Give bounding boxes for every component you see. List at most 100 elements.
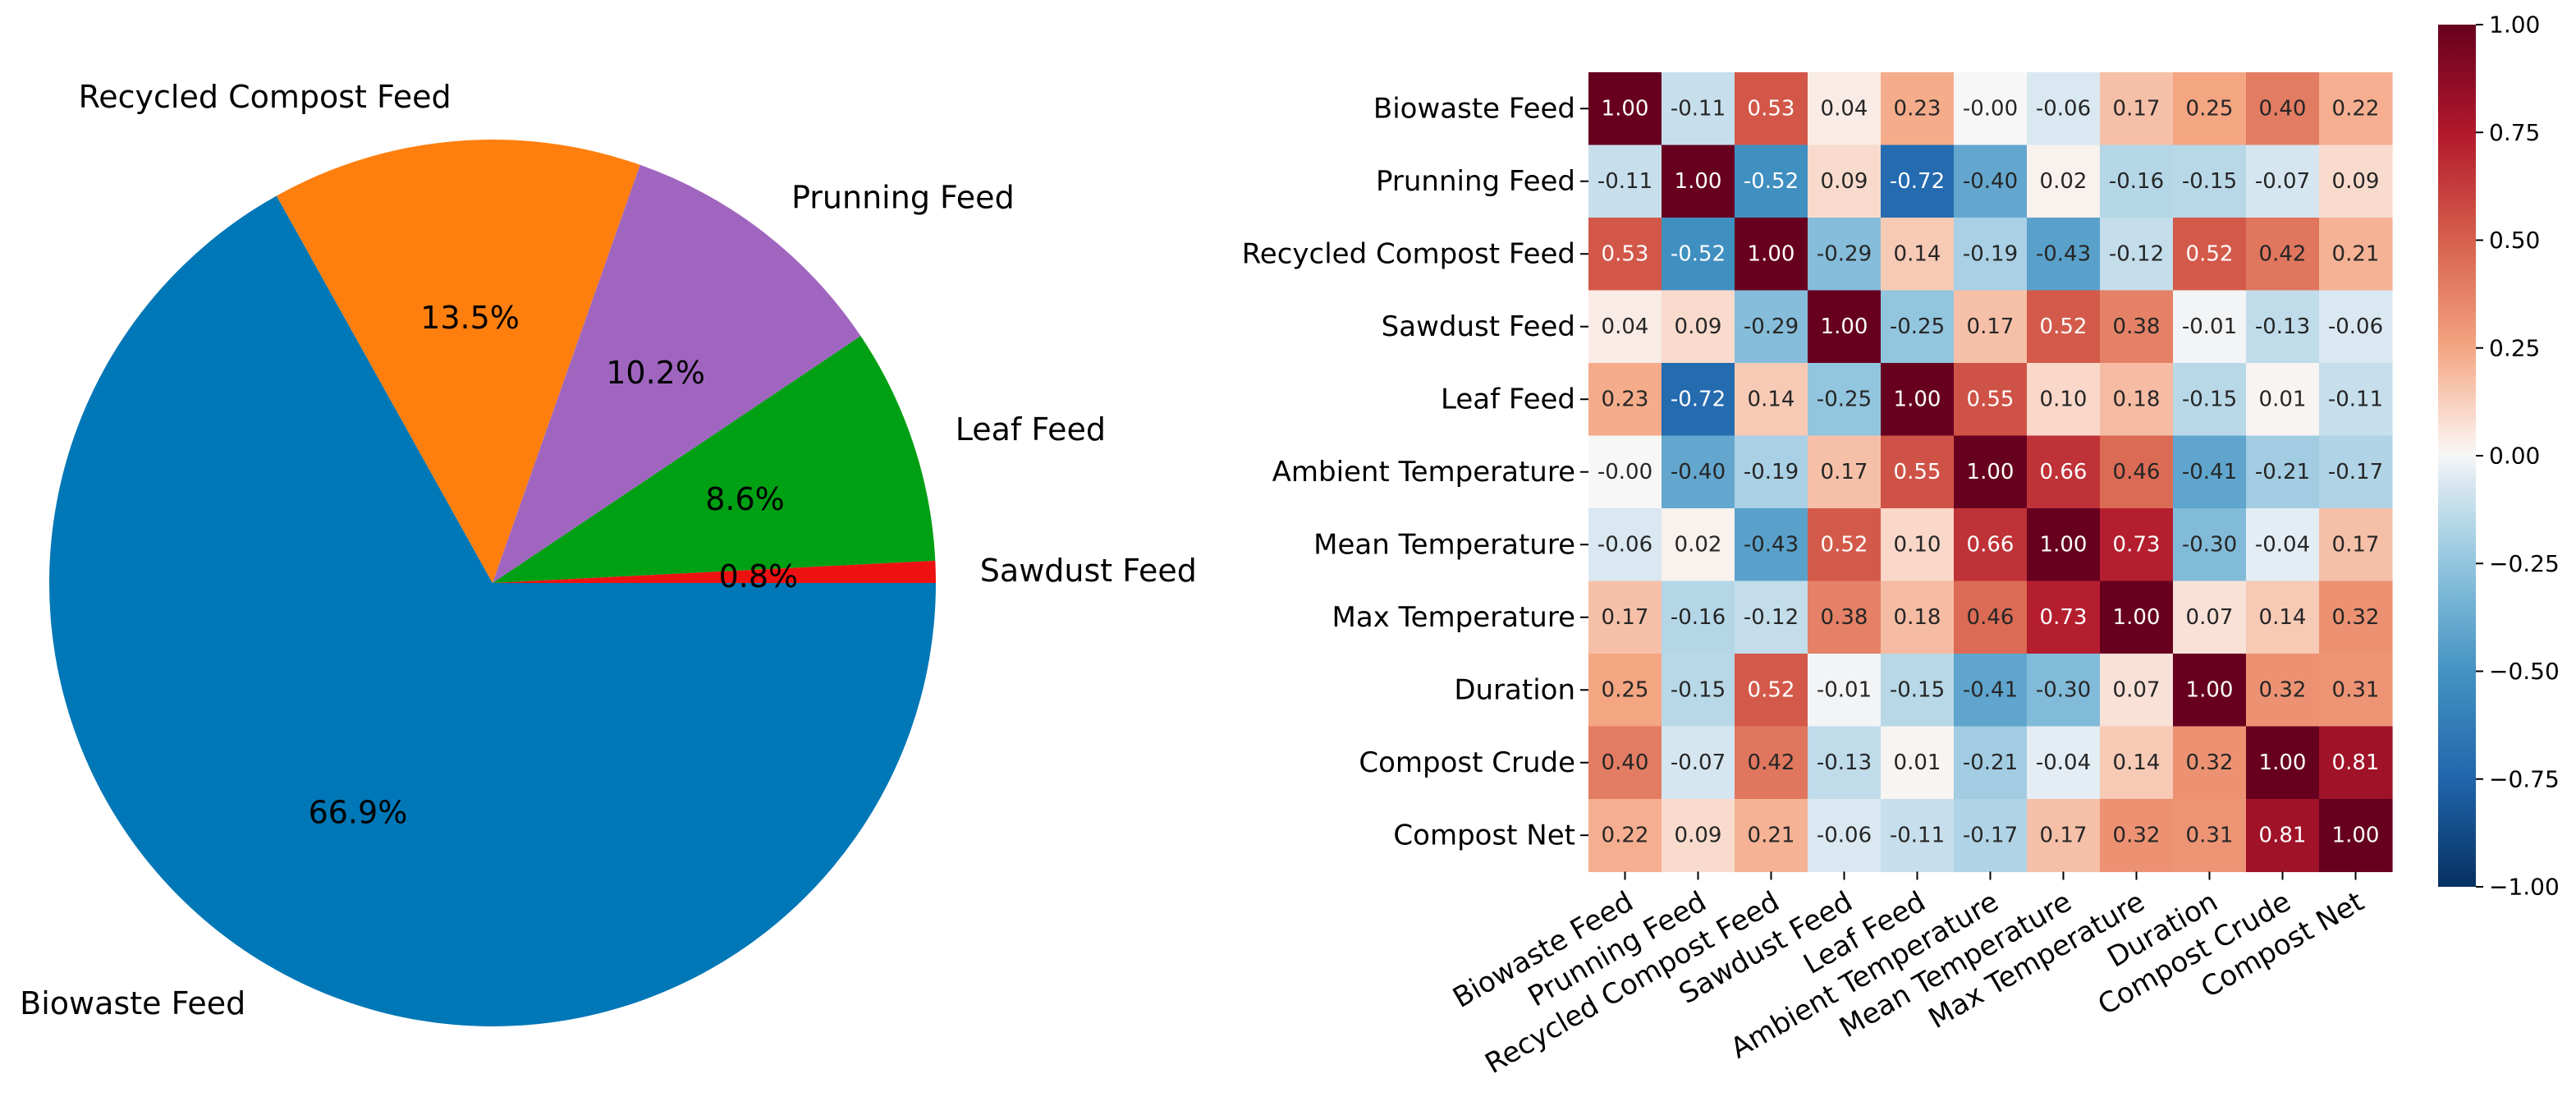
colorbar-tick-7: −0.75 xyxy=(2489,765,2560,792)
heatmap-cell-r5-c10 xyxy=(2319,435,2393,509)
heatmap-cell-r10-c4 xyxy=(1881,799,1955,873)
heatmap-value-r9-c9: 1.00 xyxy=(2259,750,2307,775)
heatmap-cell-r0-c6 xyxy=(2027,72,2101,146)
heatmap-value-r8-c6: -0.30 xyxy=(2036,677,2091,702)
heatmap-cell-r4-c1 xyxy=(1662,363,1735,437)
heatmap-value-r10-c9: 0.81 xyxy=(2259,823,2307,847)
heatmap-cell-r1-c9 xyxy=(2246,145,2320,218)
heatmap-cell-r9-c3 xyxy=(1808,726,1882,800)
heatmap-cell-r10-c3 xyxy=(1808,799,1882,873)
heatmap-value-r5-c5: 1.00 xyxy=(1967,460,2015,484)
heatmap-value-r0-c7: 0.17 xyxy=(2113,96,2161,121)
heatmap-cell-r4-c5 xyxy=(1954,363,2028,437)
heatmap-value-r1-c4: -0.72 xyxy=(1890,169,1945,194)
heatmap-cell-r7-c10 xyxy=(2319,581,2393,654)
heatmap-value-r6-c0: -0.06 xyxy=(1597,532,1652,557)
heatmap-cell-r10-c5 xyxy=(1954,799,2028,873)
heatmap-value-r5-c3: 0.17 xyxy=(1821,460,1868,484)
heatmap-cell-r9-c4 xyxy=(1881,726,1955,800)
heatmap-cell-r6-c2 xyxy=(1735,508,1808,582)
heatmap-cell-r1-c0 xyxy=(1588,145,1662,218)
heatmap-ytick-mean-temperature: Mean Temperature xyxy=(1313,528,1575,561)
heatmap-value-r2-c10: 0.21 xyxy=(2332,241,2380,266)
heatmap-value-r3-c8: -0.01 xyxy=(2182,314,2237,339)
heatmap-cell-r7-c9 xyxy=(2246,581,2320,654)
heatmap-value-r6-c5: 0.66 xyxy=(1967,532,2015,557)
pie-chart: 66.9% Biowaste Feed 13.5% Recycled Compost … xyxy=(20,79,1197,1026)
heatmap-value-r2-c8: 0.52 xyxy=(2186,241,2234,266)
heatmap-value-r2-c3: -0.29 xyxy=(1817,241,1872,266)
heatmap-value-r5-c2: -0.19 xyxy=(1744,460,1799,484)
heatmap-value-r3-c1: 0.09 xyxy=(1675,314,1722,339)
pie-slice-recycled-compost-feed xyxy=(276,140,640,583)
heatmap-value-r6-c10: 0.17 xyxy=(2332,532,2380,557)
heatmap-value-r2-c9: 0.42 xyxy=(2259,241,2307,266)
heatmap-ytick-duration: Duration xyxy=(1454,673,1575,706)
heatmap-cell-r7-c6 xyxy=(2027,581,2101,654)
heatmap-value-r10-c3: -0.06 xyxy=(1817,823,1872,847)
heatmap-ytick-ambient-temperature: Ambient Temperature xyxy=(1272,456,1575,489)
heatmap-cell-r2-c8 xyxy=(2173,218,2247,291)
heatmap-value-r0-c4: 0.23 xyxy=(1894,96,1941,121)
heatmap-value-r9-c4: 0.01 xyxy=(1894,750,1941,775)
heatmap-cell-r4-c4 xyxy=(1881,363,1955,437)
heatmap-cell-r0-c10 xyxy=(2319,72,2393,146)
heatmap-cell-r4-c10 xyxy=(2319,363,2393,437)
heatmap-value-r2-c4: 0.14 xyxy=(1894,241,1941,266)
heatmap-cell-r5-c3 xyxy=(1808,435,1882,509)
pie-percent-leaf-feed: 8.6% xyxy=(705,481,785,517)
heatmap-cell-r6-c9 xyxy=(2246,508,2320,582)
heatmap-value-r5-c7: 0.46 xyxy=(2113,460,2161,484)
pie-label-prunning-feed: Prunning Feed xyxy=(791,180,1015,216)
heatmap-value-r8-c0: 0.25 xyxy=(1602,677,1649,702)
heatmap-value-r5-c1: -0.40 xyxy=(1671,460,1726,484)
heatmap-cell-r8-c0 xyxy=(1588,654,1662,728)
heatmap-value-r7-c8: 0.07 xyxy=(2186,605,2234,630)
heatmap-cell-r8-c9 xyxy=(2246,654,2320,728)
heatmap-value-r8-c2: 0.52 xyxy=(1748,677,1795,702)
heatmap-value-r6-c3: 0.52 xyxy=(1821,532,1868,557)
heatmap-value-r8-c8: 1.00 xyxy=(2186,677,2234,702)
heatmap-value-r4-c10: -0.11 xyxy=(2328,387,2383,411)
heatmap-cell-r9-c8 xyxy=(2173,726,2247,800)
heatmap-value-r5-c9: -0.21 xyxy=(2255,460,2310,484)
heatmap-cell-r8-c1 xyxy=(1662,654,1735,728)
colorbar: 1.00 0.75 0.50 0.25 0.00 −0.25 −0.50 −0.75 −1.00 xyxy=(2438,11,2560,901)
heatmap-cell-r3-c0 xyxy=(1588,290,1662,364)
heatmap-value-r10-c10: 1.00 xyxy=(2332,823,2380,847)
heatmap-cell-r5-c9 xyxy=(2246,435,2320,509)
heatmap-cell-r8-c6 xyxy=(2027,654,2101,728)
heatmap-cell-r10-c9 xyxy=(2246,799,2320,873)
heatmap-value-r7-c0: 0.17 xyxy=(1602,605,1649,630)
heatmap-cell-r3-c6 xyxy=(2027,290,2101,364)
heatmap-cell-r5-c7 xyxy=(2100,435,2174,509)
heatmap-cell-r9-c5 xyxy=(1954,726,2028,800)
heatmap-cell-r0-c0 xyxy=(1588,72,1662,146)
correlation-heatmap: 1.00 -0.11 0.53 0.04 0.23 -0.00 -0.06 0.17 0.25 0… xyxy=(1242,72,2393,1081)
heatmap-cell-r8-c8 xyxy=(2173,654,2247,728)
heatmap-cell-r5-c6 xyxy=(2027,435,2101,509)
colorbar-gradient xyxy=(2438,25,2476,887)
heatmap-value-r9-c3: -0.13 xyxy=(1817,750,1872,775)
heatmap-value-r6-c7: 0.73 xyxy=(2113,532,2161,557)
heatmap-cell-r10-c7 xyxy=(2100,799,2174,873)
heatmap-cell-r9-c7 xyxy=(2100,726,2174,800)
heatmap-cell-r6-c8 xyxy=(2173,508,2247,582)
heatmap-cell-r10-c8 xyxy=(2173,799,2247,873)
heatmap-value-r0-c10: 0.22 xyxy=(2332,96,2380,121)
heatmap-cell-r2-c10 xyxy=(2319,218,2393,291)
heatmap-value-r4-c4: 1.00 xyxy=(1894,387,1941,411)
heatmap-value-r4-c6: 0.10 xyxy=(2040,387,2088,411)
heatmap-value-r10-c1: 0.09 xyxy=(1675,823,1722,847)
heatmap-cell-r2-c4 xyxy=(1881,218,1955,291)
heatmap-cell-r4-c9 xyxy=(2246,363,2320,437)
heatmap-value-r0-c3: 0.04 xyxy=(1821,96,1868,121)
heatmap-cell-r4-c8 xyxy=(2173,363,2247,437)
heatmap-cell-r2-c5 xyxy=(1954,218,2028,291)
heatmap-cell-r10-c1 xyxy=(1662,799,1735,873)
heatmap-cell-r9-c6 xyxy=(2027,726,2101,800)
heatmap-value-r7-c7: 1.00 xyxy=(2113,605,2161,630)
heatmap-cell-r0-c4 xyxy=(1881,72,1955,146)
heatmap-ytick-biowaste-feed: Biowaste Feed xyxy=(1373,92,1575,125)
